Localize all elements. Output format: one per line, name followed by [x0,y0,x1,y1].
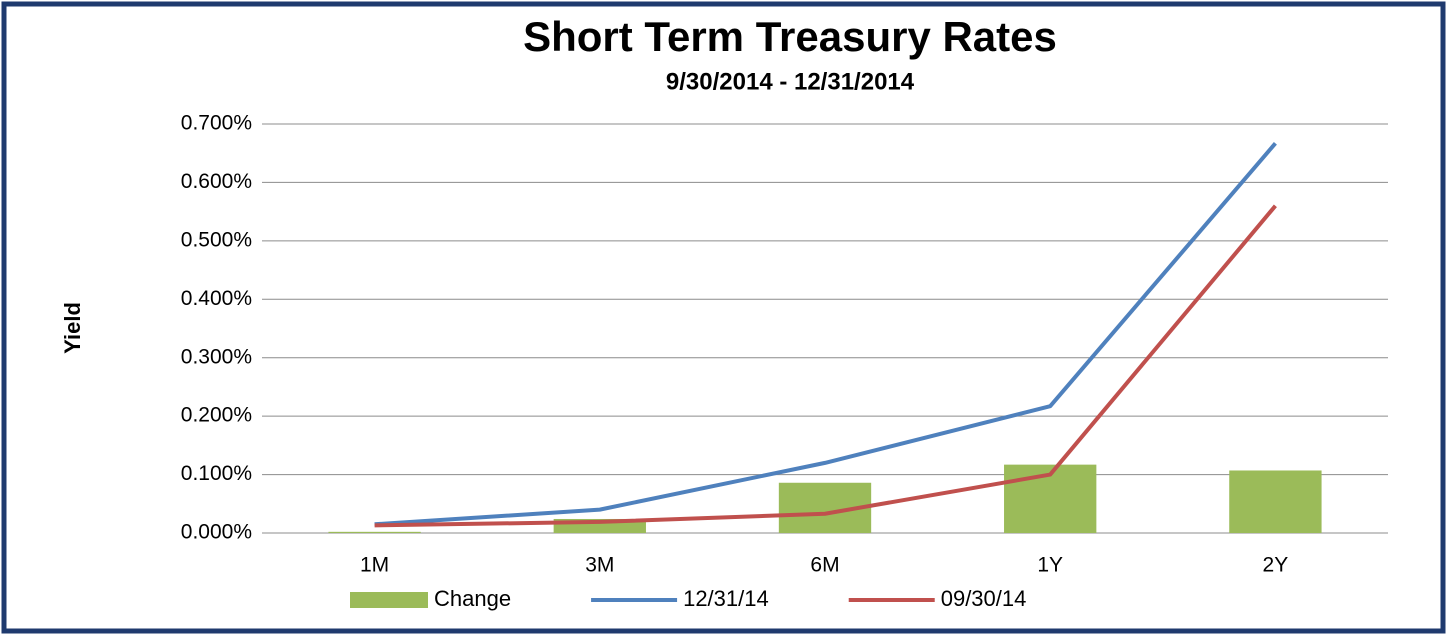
y-tick-label: 0.300% [181,345,252,368]
bar [1229,470,1322,533]
y-tick-label: 0.600% [181,170,252,193]
bar [328,531,421,533]
chart-subtitle: 9/30/2014 - 12/31/2014 [666,68,915,95]
y-tick-label: 0.100% [181,462,252,485]
legend-label: 12/31/14 [683,586,769,611]
y-tick-label: 0.400% [181,287,252,310]
y-tick-label: 0.700% [181,112,252,135]
chart-title: Short Term Treasury Rates [523,13,1057,60]
x-tick-label: 3M [585,554,614,577]
x-tick-label: 1Y [1037,554,1063,577]
line-series [374,204,1277,528]
x-tick-label: 1M [360,554,389,577]
legend-label: 09/30/14 [941,586,1027,611]
y-tick-label: 0.500% [181,228,252,251]
x-tick-label: 6M [810,554,839,577]
legend-swatch [350,592,428,608]
line-series [374,141,1277,527]
x-tick-label: 2Y [1263,554,1289,577]
y-tick-label: 0.200% [181,404,252,427]
y-axis-label: Yield [60,302,85,354]
y-tick-label: 0.000% [181,521,252,544]
legend-label: Change [434,586,511,611]
